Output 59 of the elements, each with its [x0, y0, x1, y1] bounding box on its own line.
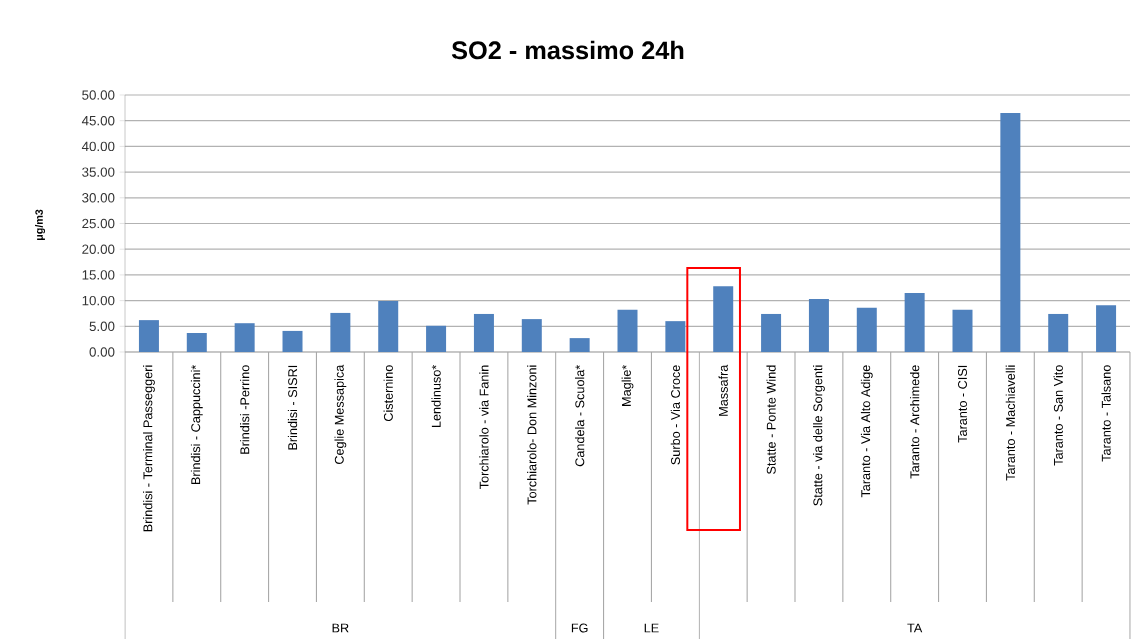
bar	[713, 286, 734, 352]
bar	[665, 321, 686, 352]
x-tick-label: Massafra	[718, 364, 728, 416]
x-tick-label: Maglie*	[621, 364, 634, 406]
x-tick-label: Torchiarolo- Don Minzoni	[527, 365, 537, 505]
y-tick-label: 10.00	[82, 295, 115, 306]
bar	[617, 309, 638, 352]
bar	[761, 313, 782, 352]
x-tick-label: Cisternino	[383, 365, 393, 422]
x-tick-label: Statte - via delle Sorgenti	[813, 365, 825, 506]
bar	[856, 307, 877, 352]
bar	[904, 292, 925, 352]
bar	[1096, 305, 1117, 352]
x-tick-label: Taranto - Talsano	[1101, 365, 1111, 462]
bar	[330, 312, 351, 352]
y-tick-label: 15.00	[82, 270, 115, 280]
x-tick-label: Brindisi - Cappuccini*	[190, 364, 203, 485]
y-tick-label: 0.00	[89, 347, 115, 357]
bar	[1048, 313, 1069, 352]
y-tick-label: 20.00	[82, 244, 115, 254]
y-tick-label: 25.00	[82, 218, 115, 229]
bar	[569, 338, 590, 352]
bar	[521, 319, 542, 352]
x-tick-label: Taranto - Machiavelli	[1005, 365, 1016, 481]
text: FG	[571, 623, 588, 633]
x-tick-label: Taranto - CISI	[958, 365, 967, 443]
bar	[186, 332, 207, 352]
y-axis-title: μg/m3	[35, 209, 46, 240]
x-tick-label: Brindisi -Perrino	[240, 365, 250, 454]
x-tick-label: Candela - Scuola*	[574, 364, 585, 467]
bar	[952, 309, 973, 352]
bar	[1000, 112, 1021, 352]
x-tick-label: Taranto - Archimede	[909, 365, 920, 479]
x-tick-label: Brindisi - Terminal Passeggeri	[143, 365, 155, 532]
bar	[138, 320, 159, 352]
y-tick-label: 30.00	[82, 193, 115, 203]
y-tick-label: 45.00	[81, 115, 115, 126]
bar	[426, 325, 447, 352]
text: BR	[332, 623, 349, 633]
x-tick-label: Ceglie Messapica	[334, 364, 347, 465]
x-tick-label: Taranto - San Vito	[1053, 365, 1063, 466]
x-tick-label: Torchiarolo - via Fanin	[479, 365, 489, 490]
x-tick-label: Lendinuso*	[431, 364, 441, 428]
y-tick-label: 35.00	[82, 167, 115, 177]
text: TA	[907, 623, 923, 633]
bar	[234, 323, 255, 352]
y-tick-label: 50.00	[82, 90, 115, 100]
text: LE	[644, 623, 659, 633]
x-tick-label: Brindisi - SISRI	[287, 365, 298, 450]
chart-title: SO2 - massimo 24h	[451, 40, 684, 60]
bar	[473, 313, 494, 352]
y-tick-label: 40.00	[81, 141, 115, 152]
y-tick-label: 5.00	[89, 321, 115, 332]
bar	[282, 330, 303, 352]
bar	[808, 299, 829, 352]
x-tick-label: Taranto - Via Alto Adige	[860, 365, 873, 498]
bar	[378, 301, 399, 352]
x-tick-label: Surbo - Via Croce	[670, 365, 681, 465]
x-tick-label: Statte - Ponte Wind	[766, 365, 776, 474]
